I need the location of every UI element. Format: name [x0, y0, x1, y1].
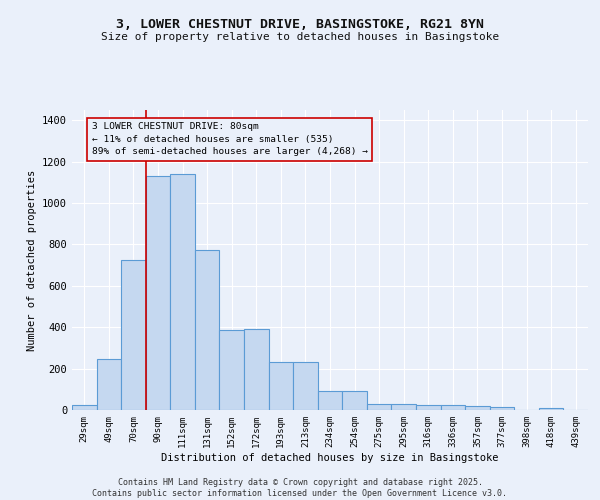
- Text: Size of property relative to detached houses in Basingstoke: Size of property relative to detached ho…: [101, 32, 499, 42]
- Bar: [391, 404, 416, 410]
- Bar: [440, 405, 465, 410]
- Bar: [293, 362, 318, 410]
- Bar: [539, 408, 563, 410]
- Bar: [342, 392, 367, 410]
- Y-axis label: Number of detached properties: Number of detached properties: [26, 170, 37, 350]
- Bar: [244, 330, 269, 410]
- Bar: [490, 407, 514, 410]
- Bar: [72, 405, 97, 410]
- Text: 3, LOWER CHESTNUT DRIVE, BASINGSTOKE, RG21 8YN: 3, LOWER CHESTNUT DRIVE, BASINGSTOKE, RG…: [116, 18, 484, 30]
- Bar: [465, 406, 490, 410]
- Bar: [146, 176, 170, 410]
- Bar: [269, 362, 293, 410]
- Bar: [416, 405, 440, 410]
- Bar: [220, 330, 244, 410]
- Bar: [195, 250, 220, 410]
- Text: Contains HM Land Registry data © Crown copyright and database right 2025.
Contai: Contains HM Land Registry data © Crown c…: [92, 478, 508, 498]
- Bar: [170, 174, 195, 410]
- Bar: [367, 404, 391, 410]
- Bar: [318, 392, 342, 410]
- X-axis label: Distribution of detached houses by size in Basingstoke: Distribution of detached houses by size …: [161, 452, 499, 462]
- Bar: [121, 260, 146, 410]
- Bar: [97, 360, 121, 410]
- Text: 3 LOWER CHESTNUT DRIVE: 80sqm
← 11% of detached houses are smaller (535)
89% of : 3 LOWER CHESTNUT DRIVE: 80sqm ← 11% of d…: [92, 122, 368, 156]
